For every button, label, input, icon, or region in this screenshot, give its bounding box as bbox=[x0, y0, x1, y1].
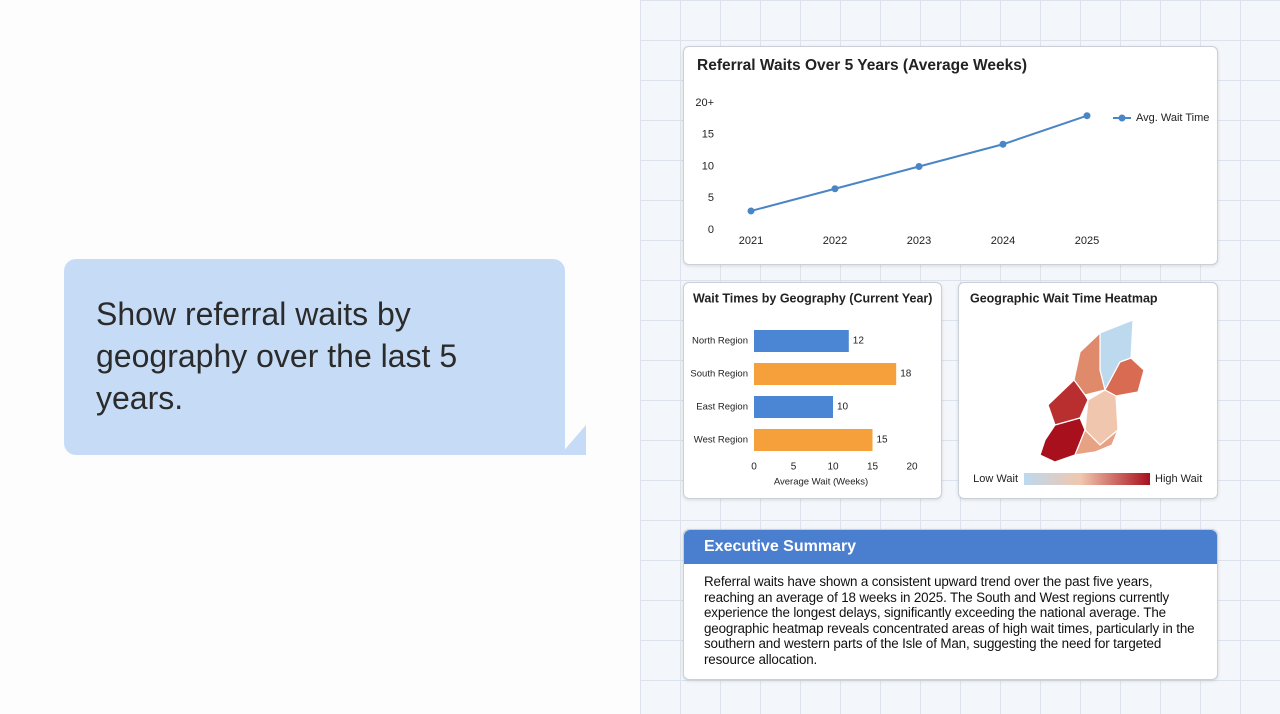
chat-bubble: Show referral waits by geography over th… bbox=[64, 259, 565, 455]
summary-text: Referral waits have shown a consistent u… bbox=[704, 574, 1195, 667]
y-tick-label: 5 bbox=[708, 192, 714, 204]
x-tick-label: 2023 bbox=[907, 235, 931, 247]
heatmap-title: Geographic Wait Time Heatmap bbox=[970, 291, 1158, 305]
x-tick-label: 2024 bbox=[991, 235, 1015, 247]
value-label: 18 bbox=[900, 369, 912, 380]
heatmap-map bbox=[1039, 319, 1145, 463]
y-tick-label: 0 bbox=[708, 224, 714, 236]
point bbox=[831, 185, 839, 193]
point bbox=[999, 140, 1007, 148]
x-tick-label: 20 bbox=[906, 462, 918, 473]
category-label: North Region bbox=[692, 336, 748, 347]
bar bbox=[754, 429, 873, 451]
point bbox=[915, 163, 923, 170]
y-tick-label: 20+ bbox=[695, 97, 714, 109]
value-label: 10 bbox=[837, 402, 849, 413]
x-tick-label: 5 bbox=[791, 462, 797, 473]
bar-panel bbox=[683, 282, 942, 499]
x-tick-label: 0 bbox=[751, 462, 757, 473]
heatmap-low-label: Low Wait bbox=[973, 473, 1018, 485]
x-tick-label: 15 bbox=[867, 462, 879, 473]
point bbox=[747, 207, 755, 215]
y-tick-label: 10 bbox=[702, 160, 714, 172]
summary-panel: Executive Summary Referral waits have sh… bbox=[683, 529, 1218, 680]
category-label: West Region bbox=[694, 435, 748, 446]
x-tick-label: 2025 bbox=[1075, 235, 1099, 247]
bar bbox=[754, 396, 833, 418]
bubble-tail bbox=[560, 425, 586, 455]
chat-message: Show referral waits by geography over th… bbox=[96, 296, 458, 416]
summary-title: Executive Summary bbox=[684, 530, 1217, 564]
line-title: Referral Waits Over 5 Years (Average Wee… bbox=[697, 57, 1027, 74]
x-tick-label: 2022 bbox=[823, 235, 847, 247]
value-label: 12 bbox=[853, 336, 865, 347]
x-tick-label: 10 bbox=[827, 462, 839, 473]
value-label: 15 bbox=[877, 435, 889, 446]
x-tick-label: 2021 bbox=[739, 235, 763, 247]
legend-dot bbox=[1118, 114, 1126, 122]
category-label: South Region bbox=[690, 369, 748, 380]
legend-label: Avg. Wait Time bbox=[1136, 112, 1209, 124]
bar-title: Wait Times by Geography (Current Year) bbox=[693, 291, 932, 305]
line-panel bbox=[683, 46, 1218, 265]
y-tick-label: 15 bbox=[702, 129, 714, 141]
point bbox=[1083, 112, 1091, 120]
x-axis-label: Average Wait (Weeks) bbox=[774, 477, 868, 488]
heatmap-legend-gradient bbox=[1024, 473, 1150, 485]
category-label: East Region bbox=[696, 402, 748, 413]
bar bbox=[754, 330, 849, 352]
heatmap-high-label: High Wait bbox=[1155, 473, 1202, 485]
bar bbox=[754, 363, 897, 385]
